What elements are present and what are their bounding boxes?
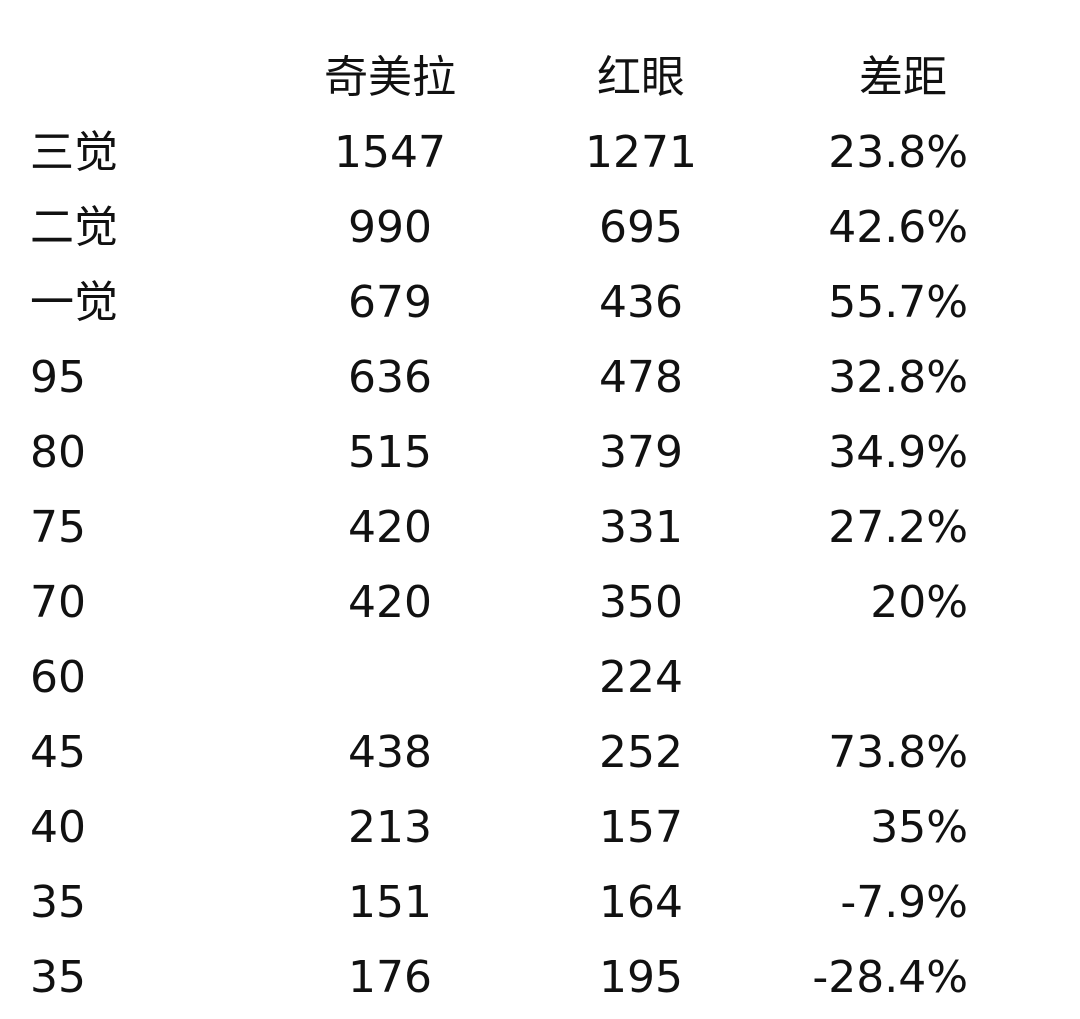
table-cell: 436	[599, 277, 683, 328]
table-cell: 20%	[870, 577, 968, 628]
row-label: 二觉	[30, 202, 118, 253]
row-label: 75	[30, 502, 86, 553]
table-cell: 990	[348, 202, 432, 253]
row-label: 45	[30, 727, 86, 778]
row-label: 70	[30, 577, 86, 628]
table-cell: 32.8%	[828, 352, 968, 403]
row-label: 三觉	[30, 127, 118, 178]
row-label: 35	[30, 877, 86, 928]
table-cell: 1271	[585, 127, 697, 178]
table-cell: 195	[599, 952, 683, 1003]
table-cell: 636	[348, 352, 432, 403]
column-header: 差距	[859, 52, 947, 103]
row-label: 35	[30, 952, 86, 1003]
row-label: 95	[30, 352, 86, 403]
table-cell: 157	[599, 802, 683, 853]
table-cell: 34.9%	[828, 427, 968, 478]
table-cell: 438	[348, 727, 432, 778]
table-cell: 695	[599, 202, 683, 253]
table-cell: 27.2%	[828, 502, 968, 553]
table-cell: -28.4%	[812, 952, 968, 1003]
table-cell: 73.8%	[828, 727, 968, 778]
row-label: 60	[30, 652, 86, 703]
table-cell: 164	[599, 877, 683, 928]
table-cell: 350	[599, 577, 683, 628]
table-cell: 252	[599, 727, 683, 778]
row-label: 一觉	[30, 277, 118, 328]
table-cell: 55.7%	[828, 277, 968, 328]
table-cell: 331	[599, 502, 683, 553]
table-cell: 213	[348, 802, 432, 853]
table-cell: 224	[599, 652, 683, 703]
table-cell: 515	[348, 427, 432, 478]
table-cell: 679	[348, 277, 432, 328]
table-cell: 35%	[870, 802, 968, 853]
column-header: 奇美拉	[324, 52, 456, 103]
table-cell: 478	[599, 352, 683, 403]
column-header: 红眼	[597, 52, 685, 103]
table-cell: -7.9%	[840, 877, 968, 928]
row-label: 40	[30, 802, 86, 853]
table-cell: 151	[348, 877, 432, 928]
table-cell: 23.8%	[828, 127, 968, 178]
table-cell: 379	[599, 427, 683, 478]
table-cell: 176	[348, 952, 432, 1003]
row-label: 80	[30, 427, 86, 478]
table-cell: 420	[348, 502, 432, 553]
table-cell: 1547	[334, 127, 446, 178]
table-cell: 420	[348, 577, 432, 628]
table-cell: 42.6%	[828, 202, 968, 253]
